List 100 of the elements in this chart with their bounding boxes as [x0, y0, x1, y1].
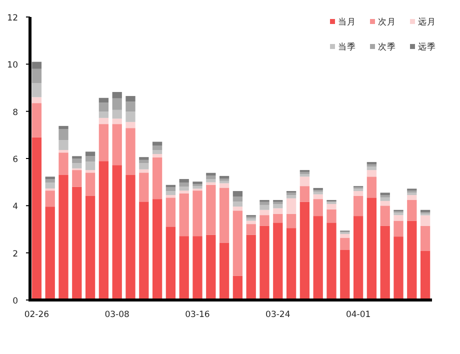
- bar: [179, 186, 189, 191]
- bar: [260, 204, 270, 210]
- bar: [179, 179, 189, 183]
- legend-label: 当季: [338, 42, 356, 52]
- bar: [420, 210, 430, 212]
- bar: [286, 214, 296, 228]
- bar: [85, 172, 96, 196]
- legend-label: 远季: [418, 42, 436, 52]
- y-tick-label: 10: [7, 60, 18, 71]
- bar: [366, 166, 377, 170]
- bar: [85, 170, 96, 173]
- bar: [219, 242, 230, 300]
- y-tick-label: 8: [12, 108, 18, 118]
- x-tick-label: 03-08: [104, 310, 130, 320]
- bar: [407, 220, 417, 300]
- legend-label: 当月: [338, 16, 356, 28]
- bar: [126, 122, 136, 128]
- bar: [219, 180, 230, 184]
- bar: [246, 218, 256, 221]
- bar: [85, 152, 96, 156]
- x-tick-label: 02-26: [24, 310, 50, 320]
- bar: [166, 184, 176, 188]
- bar: [219, 188, 230, 243]
- bar: [366, 170, 377, 177]
- bar: [45, 182, 55, 188]
- bar: [112, 98, 122, 110]
- bar: [72, 186, 82, 300]
- bar: [152, 157, 162, 200]
- bar: [326, 209, 336, 223]
- legend-label: 次月: [378, 16, 396, 28]
- legend-label: 次季: [378, 42, 396, 52]
- bar: [166, 226, 176, 300]
- bar: [394, 215, 404, 221]
- bar: [353, 216, 364, 300]
- bar: [232, 210, 243, 276]
- bar: [139, 172, 149, 202]
- bar: [326, 204, 336, 210]
- bar: [286, 198, 296, 214]
- bar: [260, 226, 270, 300]
- bar: [166, 187, 176, 192]
- bar: [192, 190, 202, 236]
- bar: [366, 164, 377, 167]
- bar: [407, 195, 417, 200]
- bar: [353, 188, 364, 192]
- bar: [246, 234, 256, 300]
- bar: [246, 220, 256, 224]
- bar: [232, 206, 243, 211]
- x-tick-label: 03-16: [185, 310, 210, 320]
- bar: [139, 160, 149, 164]
- bar: [139, 163, 149, 170]
- bar: [166, 191, 176, 196]
- bar: [72, 170, 82, 187]
- bar: [300, 176, 310, 186]
- y-tick-label: 6: [12, 155, 18, 165]
- bar: [179, 193, 189, 236]
- bar: [139, 169, 149, 173]
- bar: [219, 176, 230, 179]
- bar: [206, 179, 216, 182]
- bar: [380, 226, 390, 300]
- bar: [300, 186, 310, 202]
- bar: [232, 276, 243, 300]
- bar: [45, 179, 55, 183]
- bar: [380, 206, 390, 226]
- bar: [353, 196, 364, 216]
- bar: [232, 191, 243, 197]
- bar: [112, 124, 122, 166]
- bar: [45, 190, 55, 207]
- bar: [366, 176, 377, 198]
- bar: [85, 196, 96, 300]
- bar: [152, 154, 162, 158]
- bar: [286, 228, 296, 300]
- bar: [286, 192, 296, 196]
- bar: [112, 92, 122, 98]
- bar: [152, 199, 162, 300]
- bar: [72, 163, 82, 168]
- legend-label: 远月: [418, 16, 436, 28]
- bar: [126, 96, 136, 102]
- bar: [98, 118, 109, 124]
- bar: [380, 197, 390, 201]
- bar: [58, 150, 68, 153]
- bar: [112, 118, 122, 124]
- bar: [98, 112, 109, 118]
- bar: [300, 202, 310, 300]
- bar: [58, 140, 68, 150]
- bar: [126, 102, 136, 112]
- bar: [58, 126, 68, 130]
- bar: [313, 194, 323, 200]
- bar: [152, 150, 162, 154]
- bar: [300, 172, 310, 174]
- y-tick-label: 0: [12, 296, 18, 306]
- bar: [179, 190, 189, 194]
- bar: [313, 216, 323, 300]
- bar: [394, 236, 404, 300]
- bar: [313, 188, 323, 190]
- bar: [300, 174, 310, 177]
- y-tick-label: 4: [12, 202, 18, 212]
- bar: [273, 202, 283, 204]
- bar: [273, 214, 283, 223]
- bar: [380, 200, 390, 206]
- bar: [45, 206, 55, 300]
